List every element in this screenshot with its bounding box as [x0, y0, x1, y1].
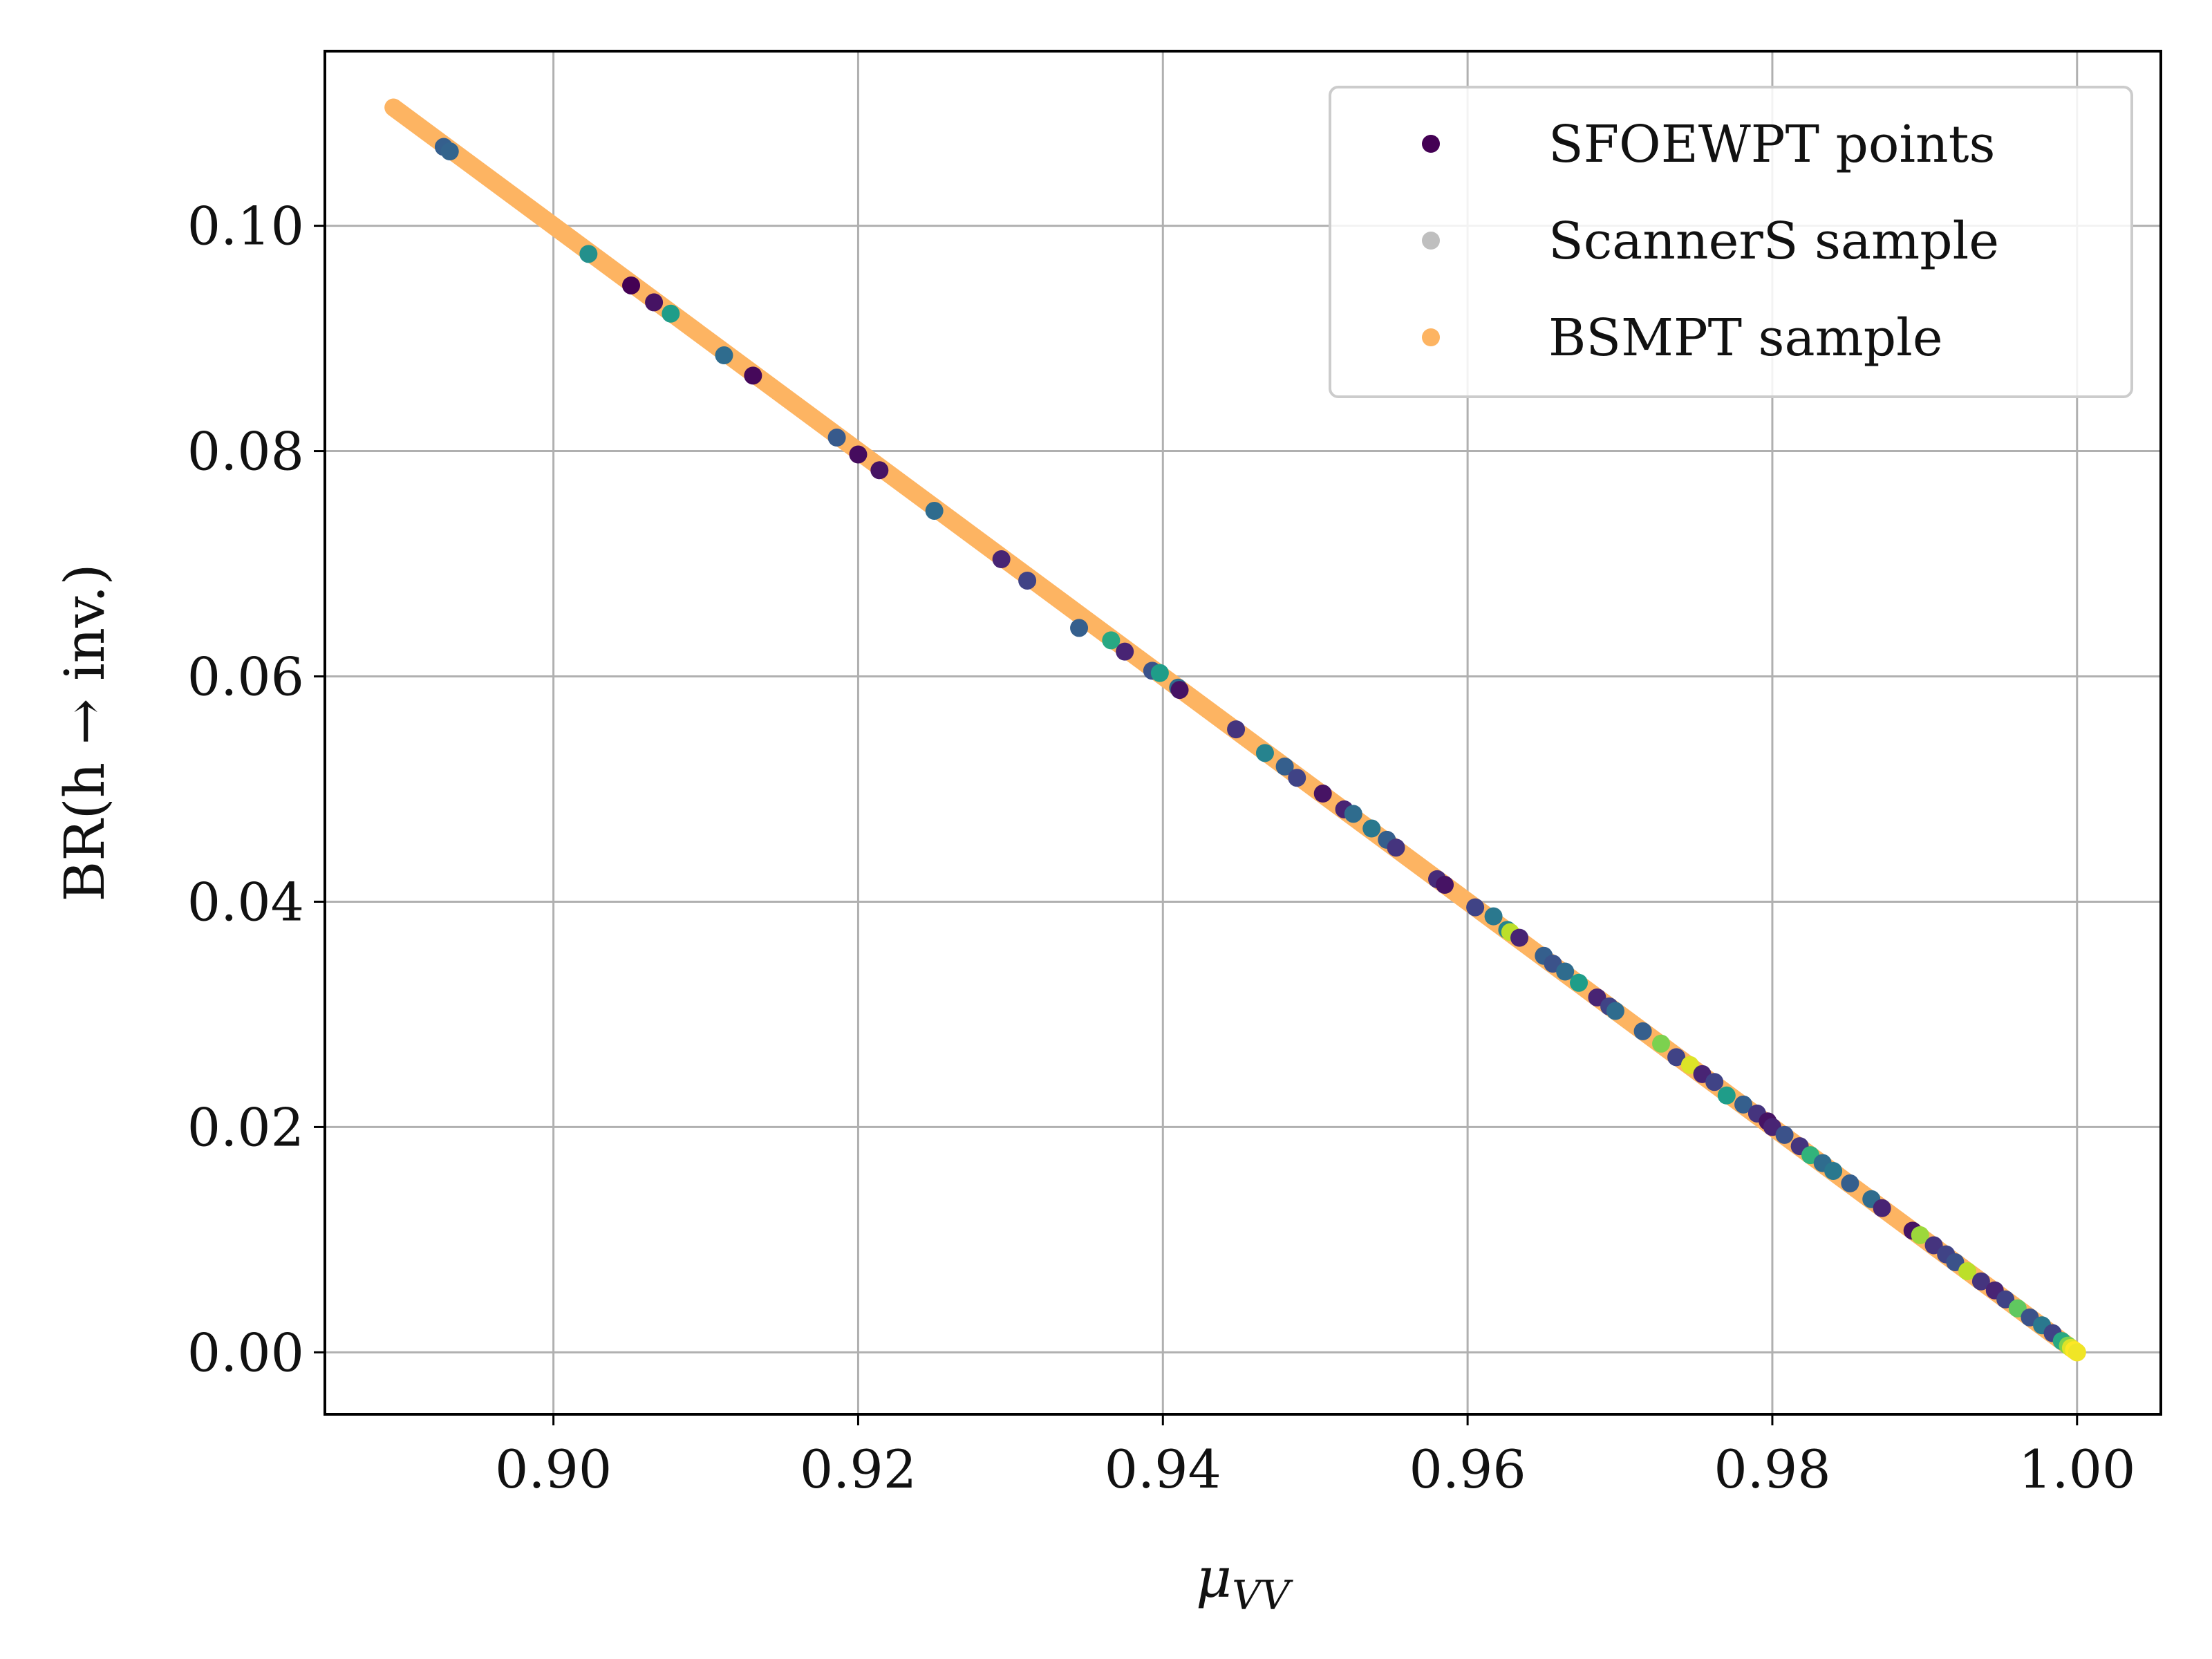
sfoewpt-point — [1652, 1034, 1671, 1053]
sfoewpt-point — [1775, 1125, 1794, 1144]
x-tick-label: 0.98 — [1714, 1438, 1830, 1500]
sfoewpt-point — [1227, 720, 1246, 739]
sfoewpt-point — [645, 293, 664, 312]
sfoewpt-point — [1387, 838, 1405, 857]
sfoewpt-point — [1841, 1174, 1859, 1192]
sfoewpt-point — [440, 142, 459, 161]
sfoewpt-point — [1510, 928, 1529, 947]
sfoewpt-point — [1313, 785, 1332, 803]
legend-label: SFOEWPT points — [1548, 115, 1995, 174]
y-tick-label: 0.06 — [187, 646, 304, 708]
y-tick-label: 0.02 — [187, 1096, 304, 1158]
legend-item: SFOEWPT points — [1422, 115, 1995, 174]
sfoewpt-point — [1633, 1022, 1652, 1040]
sfoewpt-point — [925, 501, 944, 520]
sfoewpt-point — [1958, 1262, 1977, 1281]
x-axis-label: μVV — [1196, 1546, 1293, 1619]
sfoewpt-point — [1911, 1226, 1929, 1244]
x-tick-label: 0.94 — [1105, 1438, 1221, 1500]
y-tick-label: 0.00 — [187, 1322, 304, 1383]
sfoewpt-point — [1070, 619, 1089, 637]
legend-label: ScannerS sample — [1548, 212, 1999, 271]
sfoewpt-point — [870, 461, 889, 480]
plot-frame — [324, 50, 2162, 1416]
sfoewpt-point — [1667, 1048, 1686, 1067]
sfoewpt-point — [744, 366, 762, 385]
x-tick-label: 0.92 — [800, 1438, 917, 1500]
sfoewpt-point — [1018, 571, 1037, 590]
sfoewpt-point — [715, 346, 733, 365]
sfoewpt-point — [662, 304, 680, 323]
sfoewpt-point — [1170, 681, 1189, 700]
sfoewpt-point — [1150, 664, 1169, 682]
y-tick-label: 0.04 — [187, 871, 304, 932]
sfoewpt-point — [1570, 973, 1588, 992]
sfoewpt-point — [1288, 769, 1306, 787]
legend-label: BSMPT sample — [1548, 308, 1943, 368]
sfoewpt-point — [1275, 757, 1294, 776]
sfoewpt-point — [827, 429, 846, 447]
sfoewpt-point — [2068, 1343, 2086, 1362]
sfoewpt-points — [434, 138, 2086, 1362]
axis-ticks: 0.90 0.92 0.94 0.96 0.98 1.00 0.00 0.02 0.04 0.06… — [187, 196, 2136, 1500]
y-tick-label: 0.08 — [187, 421, 304, 482]
x-tick-label: 1.00 — [2018, 1438, 2135, 1500]
grid — [325, 51, 2161, 1414]
sfoewpt-point — [1102, 631, 1121, 650]
legend-marker — [1422, 135, 1440, 153]
sfoewpt-point — [1971, 1272, 1990, 1291]
sfoewpt-point — [1466, 898, 1485, 917]
sfoewpt-point — [622, 276, 641, 294]
legend-item: ScannerS sample — [1422, 212, 1999, 271]
y-tick-label: 0.10 — [187, 196, 304, 257]
sfoewpt-point — [1362, 819, 1381, 838]
legend-marker — [1422, 328, 1440, 346]
sfoewpt-point — [1255, 744, 1274, 762]
y-axis-label: BR(h → inv.) — [53, 563, 117, 901]
sfoewpt-point — [1734, 1095, 1753, 1114]
sfoewpt-point — [1824, 1161, 1843, 1180]
x-tick-label: 0.90 — [495, 1438, 612, 1500]
x-axis-label-main: μ — [1196, 1546, 1232, 1610]
legend-marker — [1422, 232, 1440, 250]
sfoewpt-point — [1873, 1199, 1891, 1217]
sfoewpt-point — [1436, 876, 1454, 894]
legend: SFOEWPT points ScannerS sample BSMPT sampl… — [1329, 86, 2133, 398]
sfoewpt-point — [849, 445, 868, 464]
sfoewpt-point — [1344, 805, 1362, 823]
sfoewpt-point — [1705, 1073, 1724, 1091]
sfoewpt-point — [1116, 642, 1134, 661]
legend-box — [1329, 86, 2133, 398]
sfoewpt-point — [992, 550, 1011, 569]
x-tick-label: 0.96 — [1409, 1438, 1526, 1500]
sfoewpt-point — [1717, 1086, 1736, 1105]
sfoewpt-point — [1556, 962, 1575, 981]
sfoewpt-point — [579, 245, 598, 263]
sfoewpt-point — [1606, 1002, 1624, 1020]
sfoewpt-point — [1484, 907, 1503, 926]
legend-item: BSMPT sample — [1422, 308, 1943, 368]
x-axis-label-subscript: VV — [1232, 1572, 1293, 1619]
